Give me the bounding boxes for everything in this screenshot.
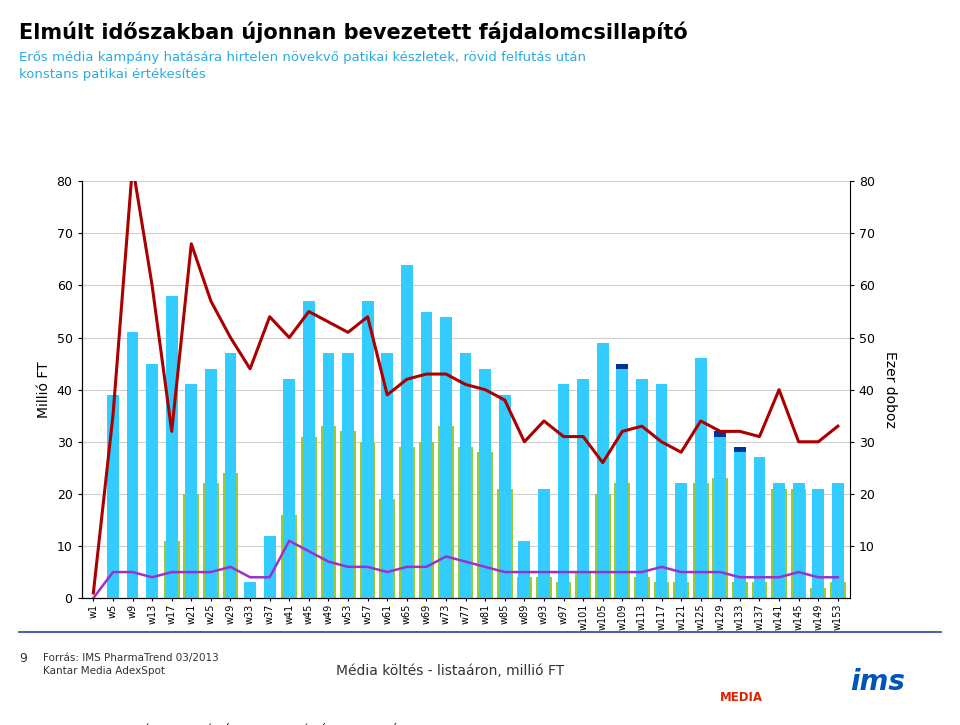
Bar (693, 484, 708, 598)
Bar (419, 442, 434, 598)
Bar (301, 436, 317, 598)
Bar (164, 541, 180, 598)
Bar (712, 478, 728, 598)
Bar (225, 353, 236, 598)
Bar (810, 588, 827, 598)
Bar (166, 296, 178, 598)
Bar (477, 452, 493, 598)
Bar (321, 426, 336, 598)
Text: MEDIA: MEDIA (720, 690, 763, 703)
Text: ims: ims (850, 668, 905, 696)
Bar (616, 369, 628, 598)
Bar (183, 494, 199, 598)
Bar (223, 473, 238, 598)
Bar (460, 353, 471, 598)
Bar (577, 379, 589, 598)
Text: 9: 9 (19, 652, 27, 666)
Bar (734, 452, 746, 598)
Bar (401, 265, 413, 598)
Bar (754, 457, 765, 598)
Bar (656, 384, 667, 598)
Bar (205, 369, 217, 598)
Bar (479, 369, 492, 598)
Bar (793, 484, 804, 598)
Bar (499, 395, 511, 598)
Text: Média költés - listaáron, millió FT: Média költés - listaáron, millió FT (336, 663, 564, 678)
Bar (146, 364, 158, 598)
Bar (420, 312, 432, 598)
Bar (399, 447, 415, 598)
Bar (832, 484, 844, 598)
Bar (518, 541, 530, 598)
Bar (303, 301, 315, 598)
Text: Forrás: IMS PharmaTrend 03/2013
Kantar Media AdexSpot: Forrás: IMS PharmaTrend 03/2013 Kantar M… (43, 652, 219, 676)
Bar (516, 577, 532, 598)
Bar (575, 572, 591, 598)
Bar (556, 582, 571, 598)
Bar (714, 431, 726, 436)
Bar (732, 582, 748, 598)
Bar (497, 489, 513, 598)
Bar (379, 499, 396, 598)
Bar (340, 431, 356, 598)
Bar (342, 353, 354, 598)
Bar (714, 436, 726, 598)
Bar (381, 353, 393, 598)
Bar (752, 582, 767, 598)
Bar (734, 447, 746, 452)
Bar (458, 447, 473, 598)
Bar (616, 364, 628, 369)
Bar (281, 515, 297, 598)
Bar (695, 358, 707, 598)
Y-axis label: Millió FT: Millió FT (37, 361, 51, 418)
Bar (204, 484, 219, 598)
Text: Elmúlt időszakban újonnan bevezetett fájdalomcsillapító: Elmúlt időszakban újonnan bevezetett fáj… (19, 22, 688, 44)
Bar (323, 353, 334, 598)
Legend: KÁBELTELEVÍZIÓ, TELEVÍZIÓ, FOLYÓIRATOK, PTR Sales Units, PTR Stock Units: KÁBELTELEVÍZIÓ, TELEVÍZIÓ, FOLYÓIRATOK, … (106, 721, 703, 725)
Bar (791, 489, 806, 598)
Bar (673, 582, 689, 598)
Bar (675, 484, 687, 598)
Bar (830, 582, 846, 598)
Bar (635, 577, 650, 598)
Bar (244, 582, 256, 598)
Bar (362, 301, 373, 598)
Bar (536, 577, 552, 598)
Text: KANTAR: KANTAR (715, 667, 768, 680)
Bar (771, 489, 787, 598)
Bar (360, 442, 375, 598)
Bar (440, 317, 452, 598)
Y-axis label: Ezer doboz: Ezer doboz (883, 351, 897, 428)
Bar (438, 426, 454, 598)
Bar (539, 489, 550, 598)
Bar (636, 379, 648, 598)
Bar (185, 384, 197, 598)
Bar (812, 489, 824, 598)
Bar (597, 343, 609, 598)
Text: Erős média kampány hatására hirtelen növekvő patikai készletek, rövid felfutás u: Erős média kampány hatására hirtelen növ… (19, 51, 587, 81)
Bar (108, 395, 119, 598)
Bar (595, 494, 611, 598)
Bar (264, 536, 276, 598)
Bar (283, 379, 295, 598)
Bar (614, 484, 630, 598)
Bar (654, 582, 669, 598)
Bar (558, 384, 569, 598)
Bar (127, 332, 138, 598)
Bar (773, 484, 785, 598)
